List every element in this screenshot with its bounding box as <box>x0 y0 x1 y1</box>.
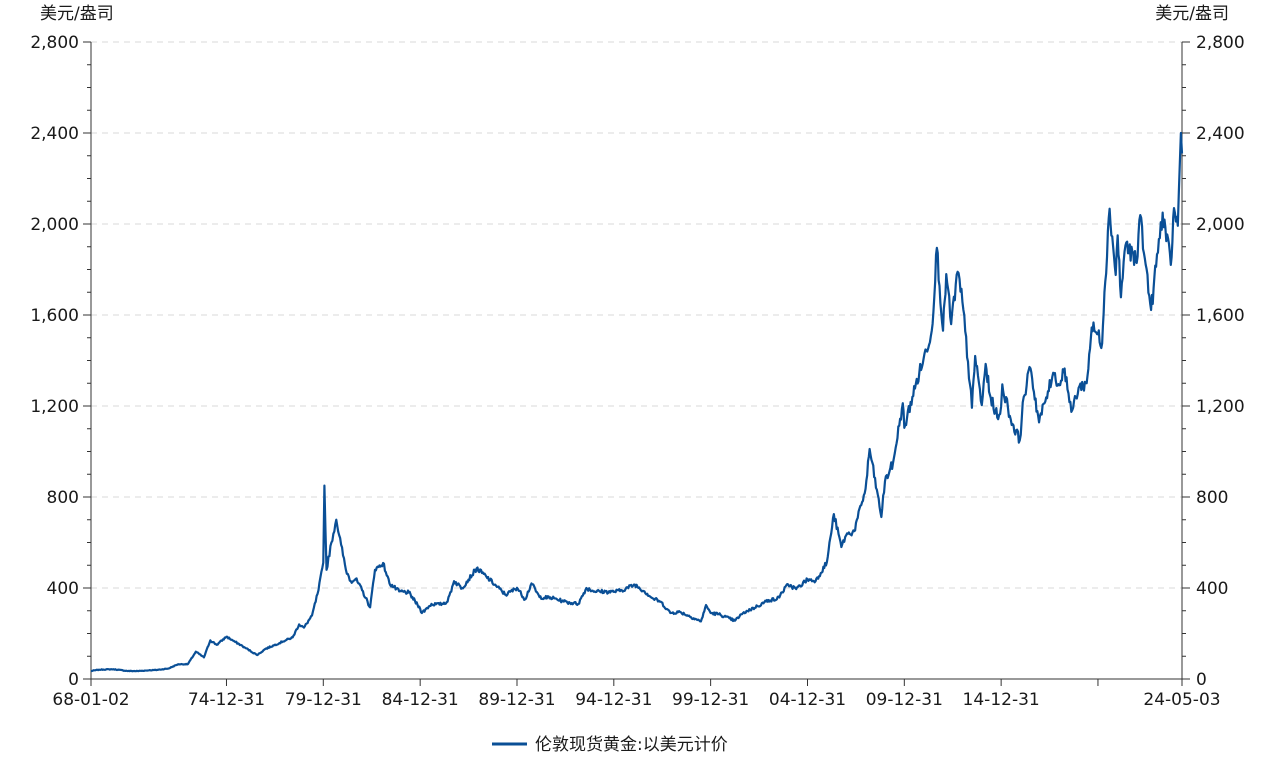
y-tick-label-left-3: 1,200 <box>30 397 79 417</box>
y-tick-label-right-7: 2,800 <box>1196 33 1245 53</box>
y-tick-label-left-7: 2,800 <box>30 33 79 53</box>
axes: 美元/盎司 美元/盎司 0 0 400 400 800 800 1,200 1,200 1,60… <box>30 4 1244 710</box>
x-tick-label-2: 79-12-31 <box>285 690 362 710</box>
y-tick-label-left-1: 400 <box>47 579 79 599</box>
x-tick-label-8: 09-12-31 <box>866 690 943 710</box>
series-line-0 <box>90 131 1184 673</box>
x-tick-label-7: 04-12-31 <box>769 690 846 710</box>
y-tick-label-left-2: 800 <box>47 488 79 508</box>
legend-label: 伦敦现货黄金:以美元计价 <box>535 735 728 755</box>
x-tick-label-9: 14-12-31 <box>963 690 1040 710</box>
x-tick-label-10: 24-05-03 <box>1143 690 1220 710</box>
y-tick-label-left-4: 1,600 <box>30 306 79 326</box>
y-axis-unit-right: 美元/盎司 <box>1155 4 1229 24</box>
y-tick-label-right-6: 2,400 <box>1196 124 1245 144</box>
y-axis-unit-left: 美元/盎司 <box>40 4 114 24</box>
x-tick-label-4: 89-12-31 <box>478 690 555 710</box>
y-tick-label-right-0: 0 <box>1196 670 1207 690</box>
series-layer <box>90 131 1184 673</box>
y-tick-label-right-1: 400 <box>1196 579 1228 599</box>
x-tick-label-5: 94-12-31 <box>575 690 652 710</box>
y-tick-label-right-4: 1,600 <box>1196 306 1245 326</box>
x-tick-label-3: 84-12-31 <box>382 690 459 710</box>
y-tick-label-left-5: 2,000 <box>30 215 79 235</box>
y-tick-label-left-0: 0 <box>68 670 79 690</box>
x-tick-label-1: 74-12-31 <box>188 690 265 710</box>
y-tick-label-right-3: 1,200 <box>1196 397 1245 417</box>
y-tick-label-right-5: 2,000 <box>1196 215 1245 235</box>
legend: 伦敦现货黄金:以美元计价 <box>492 735 728 755</box>
y-tick-label-left-6: 2,400 <box>30 124 79 144</box>
y-tick-label-right-2: 800 <box>1196 488 1228 508</box>
gridlines <box>91 41 1182 589</box>
x-tick-label-0: 68-01-02 <box>52 690 129 710</box>
x-tick-label-6: 99-12-31 <box>672 690 749 710</box>
